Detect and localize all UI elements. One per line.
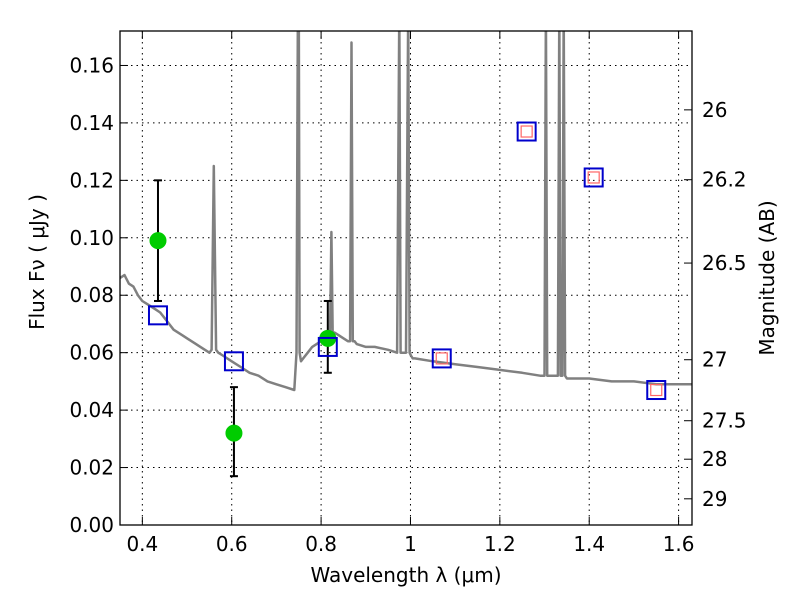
y-tick-label: 0.04 (69, 398, 114, 422)
mag-tick-label: 27.5 (702, 409, 747, 433)
mag-tick-label: 27 (702, 348, 727, 372)
y-tick-label: 0.16 (69, 53, 114, 77)
x-tick-label: 0.4 (126, 532, 158, 556)
x-tick-label: 1.2 (484, 532, 516, 556)
x-tick-label: 1 (404, 532, 417, 556)
mag-tick-label: 26.2 (702, 168, 747, 192)
x-tick-label: 0.6 (216, 532, 248, 556)
model-small-square (520, 125, 533, 138)
plot-frame (119, 30, 693, 526)
mag-tick-label: 26 (702, 98, 727, 122)
model-small-square (435, 352, 448, 365)
model-square (317, 336, 338, 357)
x-tick-label: 0.8 (305, 532, 337, 556)
axes: 0.4 0.6 0.8 1 1.2 1.4 1.6 0.00 0.02 0.04 0.06 0.08 0… (69, 31, 747, 556)
mag-tick-label: 29 (702, 487, 727, 511)
y-tick-label: 0.10 (69, 226, 114, 250)
y-tick-label: 0.06 (69, 341, 114, 365)
model-square (431, 348, 452, 369)
y-tick-label: 0.08 (69, 283, 114, 307)
observed-point (149, 232, 167, 250)
observed-point (225, 424, 243, 442)
mag-tick-label: 26.5 (702, 251, 747, 275)
y-tick-label: 0.14 (69, 111, 114, 135)
y-axis-title: Flux Fν ( μJy ) (25, 194, 49, 330)
mag-tick-label: 28 (702, 447, 727, 471)
model-square (223, 351, 244, 372)
y-tick-label: 0.02 (69, 456, 114, 480)
model-square (646, 380, 667, 401)
x-tick-label: 1.4 (573, 532, 605, 556)
model-square (583, 167, 604, 188)
y-tick-label: 0.00 (69, 513, 114, 537)
x-axis-title: Wavelength λ (μm) (310, 563, 501, 587)
model-square (516, 121, 537, 142)
model-square (147, 305, 168, 326)
x-tick-label: 1.6 (663, 532, 695, 556)
plot-area (120, 31, 692, 478)
model-small-square (650, 383, 663, 397)
y-tick-label: 0.12 (69, 168, 114, 192)
y2-axis-title: Magnitude (AB) (755, 200, 779, 355)
model-small-square (587, 171, 600, 184)
